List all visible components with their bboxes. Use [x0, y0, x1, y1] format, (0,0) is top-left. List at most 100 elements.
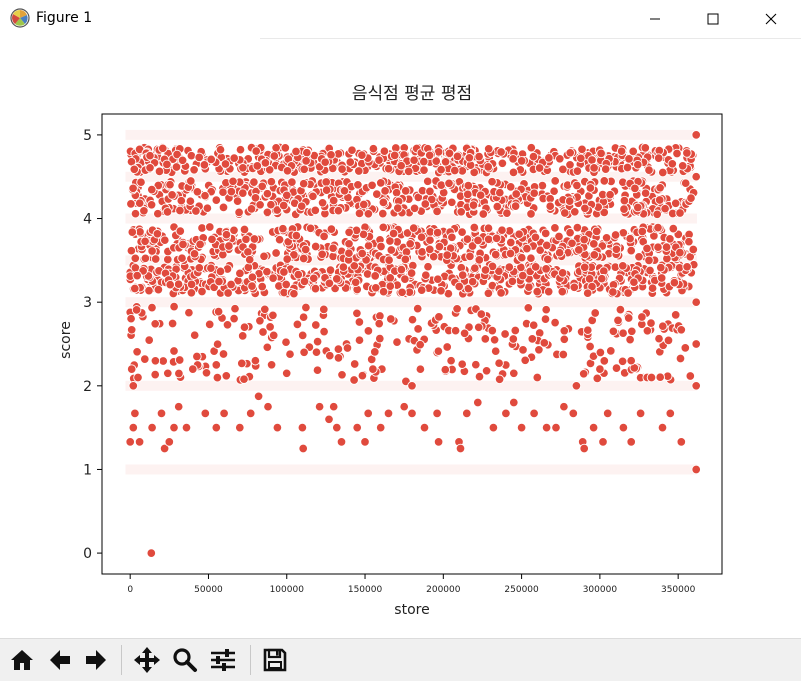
configure-subplots-button[interactable] [208, 644, 238, 676]
data-point [239, 224, 250, 235]
data-point [378, 197, 389, 208]
y-tick-label: 5 [83, 128, 92, 144]
data-point [164, 437, 175, 447]
data-point [354, 166, 364, 176]
data-point [416, 285, 427, 295]
data-point [640, 143, 651, 153]
data-point [212, 372, 223, 383]
data-point [281, 279, 291, 290]
data-point [328, 401, 339, 412]
data-point [262, 342, 273, 353]
data-point [153, 284, 164, 295]
data-point [357, 248, 367, 259]
y-tick-label: 2 [83, 379, 92, 395]
data-point [623, 313, 634, 323]
data-point [630, 183, 640, 194]
data-point [321, 185, 332, 195]
data-point [194, 263, 205, 273]
data-point [317, 198, 328, 208]
data-point [200, 190, 210, 201]
data-point [146, 200, 157, 210]
data-point [354, 317, 365, 327]
data-point [433, 437, 444, 447]
data-point [589, 163, 599, 173]
minimize-button[interactable] [626, 0, 684, 38]
data-point [569, 282, 580, 293]
data-point [583, 325, 593, 335]
data-point [353, 180, 363, 190]
data-point [496, 288, 506, 298]
score-strip [125, 171, 697, 182]
data-point [154, 166, 165, 177]
data-point [526, 209, 536, 219]
data-point [159, 443, 170, 454]
data-point [447, 197, 457, 208]
data-point [577, 144, 587, 155]
titlebar-divider [260, 38, 801, 39]
data-point [207, 234, 217, 245]
data-point [452, 151, 463, 162]
data-point [150, 319, 160, 329]
x-axis-label: store [394, 602, 429, 618]
data-point [597, 273, 607, 284]
data-point [218, 187, 228, 197]
data-point [150, 254, 161, 264]
data-point [663, 335, 674, 346]
data-point [490, 249, 501, 260]
data-point [646, 372, 657, 383]
data-point [300, 244, 311, 255]
data-point [640, 188, 651, 198]
data-point [376, 241, 386, 252]
y-tick-label: 0 [83, 546, 92, 562]
save-button[interactable] [260, 644, 290, 676]
close-button[interactable] [742, 0, 800, 38]
data-point [534, 345, 544, 355]
data-point [670, 310, 681, 320]
y-tick-label: 1 [83, 462, 92, 478]
data-point [495, 187, 505, 198]
data-point [611, 363, 622, 373]
data-point [483, 234, 494, 245]
data-point [319, 231, 329, 242]
data-point [672, 148, 682, 159]
data-point [262, 207, 273, 218]
data-point [200, 408, 211, 419]
data-point [221, 229, 232, 240]
data-point [344, 227, 354, 238]
data-point [299, 164, 309, 175]
data-point [145, 150, 155, 161]
data-point [147, 246, 157, 256]
figure-canvas[interactable]: 0 50000 100000 150000 200000 250000 300000 3500… [0, 40, 801, 638]
forward-button[interactable] [81, 644, 111, 676]
data-point [656, 273, 667, 283]
data-point [169, 301, 179, 312]
data-point [385, 236, 395, 246]
data-point [332, 422, 342, 433]
data-point [299, 347, 309, 358]
maximize-button[interactable] [684, 0, 742, 38]
data-point [163, 368, 173, 379]
data-point [235, 422, 245, 433]
data-point [160, 235, 170, 245]
data-point [613, 315, 623, 326]
data-point [629, 277, 639, 287]
data-point [605, 189, 615, 200]
data-point [680, 178, 691, 188]
data-point [422, 176, 433, 187]
data-point [428, 251, 439, 262]
data-point [592, 373, 603, 384]
home-button[interactable] [7, 644, 37, 676]
pan-button[interactable] [132, 644, 162, 676]
data-point [509, 397, 519, 408]
data-point [660, 203, 670, 214]
data-point [565, 160, 575, 170]
back-button[interactable] [45, 644, 75, 676]
zoom-button[interactable] [170, 644, 200, 676]
data-point [400, 274, 410, 284]
data-point [177, 253, 187, 263]
data-point [558, 349, 569, 360]
data-point [186, 279, 197, 290]
data-point [691, 297, 701, 307]
scatter-chart[interactable]: 0 50000 100000 150000 200000 250000 300000 3500… [0, 40, 801, 638]
data-point [421, 270, 431, 280]
